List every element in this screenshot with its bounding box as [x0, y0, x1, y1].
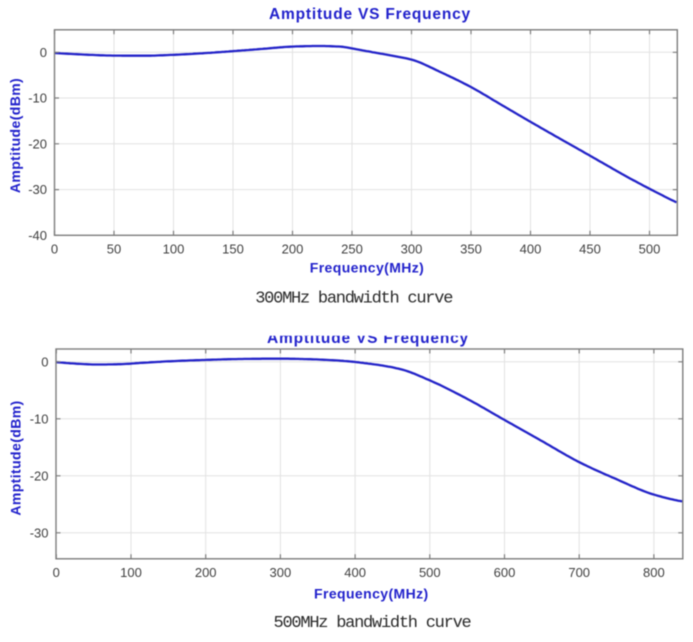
svg-text:100: 100 — [163, 242, 185, 257]
svg-text:Frequency(MHz): Frequency(MHz) — [310, 259, 425, 275]
svg-text:-20: -20 — [28, 136, 47, 151]
svg-text:300: 300 — [401, 242, 423, 257]
svg-text:-30: -30 — [28, 182, 47, 197]
svg-text:100: 100 — [120, 565, 142, 580]
svg-text:400: 400 — [344, 565, 366, 580]
svg-text:350: 350 — [460, 242, 482, 257]
svg-text:50: 50 — [107, 242, 121, 257]
svg-text:Amptitude(dBm): Amptitude(dBm) — [7, 78, 23, 193]
svg-text:200: 200 — [195, 565, 217, 580]
svg-text:-10: -10 — [28, 91, 47, 106]
svg-text:500: 500 — [419, 565, 441, 580]
svg-text:300MHz bandwidth curve: 300MHz bandwidth curve — [255, 289, 453, 308]
svg-text:-30: -30 — [30, 525, 49, 540]
svg-text:0: 0 — [41, 354, 48, 369]
svg-text:800: 800 — [643, 565, 665, 580]
svg-text:Frequency(MHz): Frequency(MHz) — [314, 586, 429, 602]
svg-text:250: 250 — [341, 242, 363, 257]
svg-text:0: 0 — [40, 45, 47, 60]
svg-text:500MHz bandwidth curve: 500MHz bandwidth curve — [274, 614, 472, 633]
svg-text:-40: -40 — [28, 228, 47, 243]
svg-text:0: 0 — [51, 242, 58, 257]
svg-text:Amptitude VS Frequency: Amptitude VS Frequency — [267, 330, 469, 347]
svg-text:450: 450 — [579, 242, 601, 257]
svg-text:200: 200 — [282, 242, 304, 257]
svg-text:Amptitude VS Frequency: Amptitude VS Frequency — [269, 6, 471, 23]
svg-text:Amptitude(dBm): Amptitude(dBm) — [8, 400, 24, 515]
svg-text:150: 150 — [222, 242, 244, 257]
svg-text:700: 700 — [568, 565, 590, 580]
svg-text:500: 500 — [639, 242, 661, 257]
svg-text:0: 0 — [53, 565, 60, 580]
svg-text:400: 400 — [520, 242, 542, 257]
svg-text:-10: -10 — [30, 411, 49, 426]
svg-text:600: 600 — [494, 565, 516, 580]
svg-text:-20: -20 — [30, 468, 49, 483]
svg-text:300: 300 — [270, 565, 292, 580]
